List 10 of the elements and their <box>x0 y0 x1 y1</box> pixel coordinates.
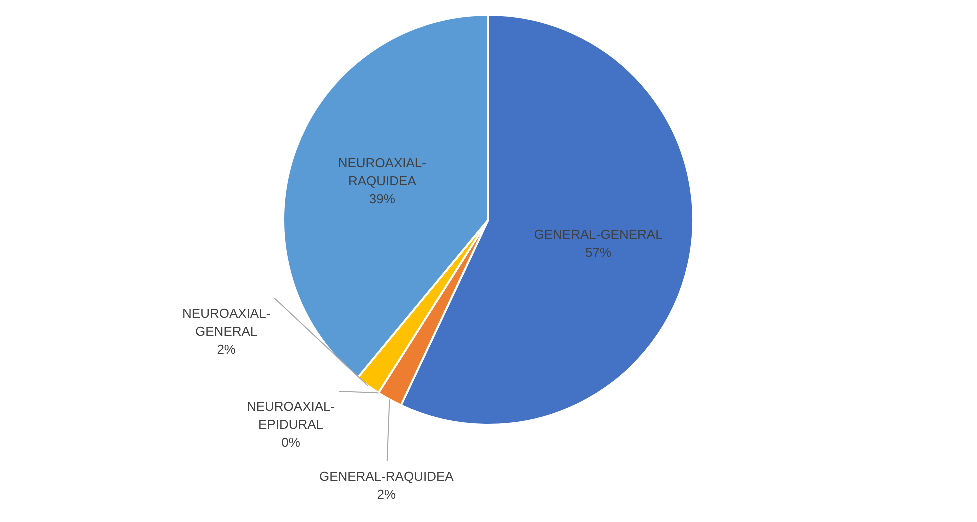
category-label: NEUROAXIAL-EPIDURAL <box>246 399 336 432</box>
data-label: 2% <box>217 342 236 357</box>
data-label: 39% <box>369 191 396 206</box>
data-label: 57% <box>586 245 612 260</box>
data-label: 2% <box>377 486 396 502</box>
text: 0% <box>282 435 300 450</box>
slice-label: NEUROAXIAL-GENERAL <box>182 306 271 339</box>
slice-label: GENERAL-GENERAL <box>534 227 663 242</box>
slice-label: GENERAL-RAQUIDEA <box>319 468 454 484</box>
slice-label: NEUROAXIAL-RAQUIDEA <box>338 155 426 188</box>
